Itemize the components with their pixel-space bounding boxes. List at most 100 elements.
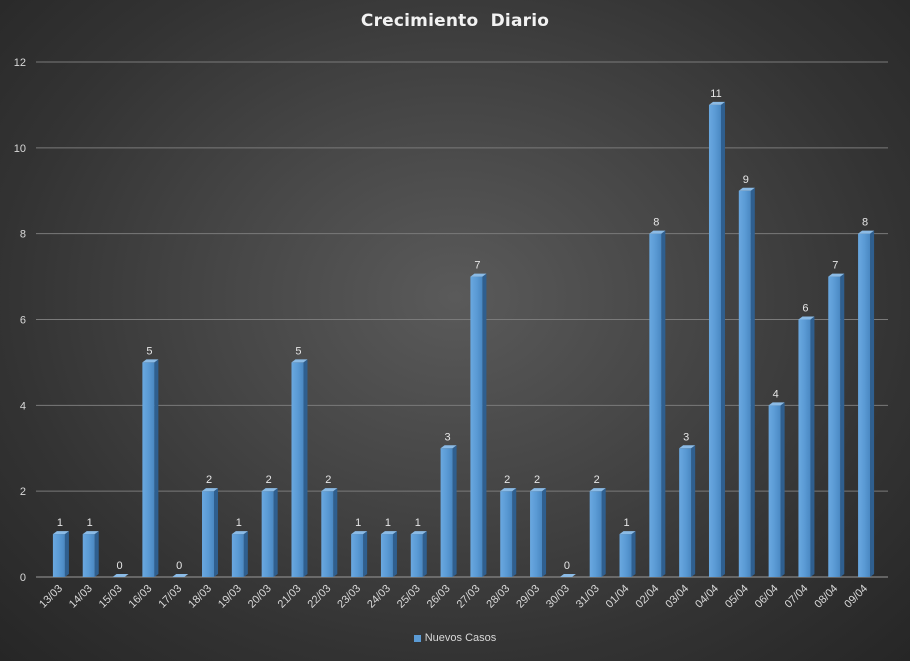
x-tick-label: 23/03 [335,583,363,611]
bar-front [82,534,95,577]
bar-front [351,534,364,577]
bar-top [768,402,785,406]
x-tick-label: 07/04 [783,583,811,611]
bar-front [649,233,662,577]
x-tick-label: 15/03 [97,583,125,611]
bar-side [840,273,845,577]
bar-28/03 [500,488,517,577]
data-label: 1 [415,517,421,529]
bar-front [768,405,781,577]
bar-side [691,445,696,577]
bar-front [410,534,423,577]
x-tick-label: 29/03 [514,583,542,611]
bar-top [351,531,368,535]
data-label: 3 [683,431,689,443]
bar-03/04 [679,445,696,577]
x-tick-label: 01/04 [604,583,632,611]
bar-side [452,445,457,577]
data-label: 4 [773,388,779,400]
data-label: 6 [802,303,808,315]
bar-top [410,531,427,535]
bar-top [321,488,338,492]
bar-02/04 [649,230,666,577]
bar-front [738,190,751,577]
bar-front [321,491,334,577]
bar-front [858,233,871,577]
y-tick-label: 12 [14,57,26,69]
bar-front [619,534,632,577]
bar-top [589,488,606,492]
bar-side [363,531,368,577]
x-tick-label: 28/03 [484,583,512,611]
bar-side [422,531,427,577]
x-tick-label: 17/03 [156,583,184,611]
bars [52,101,875,578]
x-tick-label: 20/03 [246,583,274,611]
data-label: 1 [57,517,63,529]
bar-top [291,359,308,363]
bar-side [631,531,636,577]
bar-side [810,316,815,577]
bar-top [82,531,99,535]
bar-front [261,491,274,577]
gridlines [36,61,888,578]
bar-22/03 [321,488,338,577]
bar-01/04 [619,531,636,577]
bar-top [470,273,487,277]
bar-07/04 [798,316,815,577]
x-tick-label: 26/03 [425,583,453,611]
bar-front [142,362,155,577]
bar-04/04 [708,101,725,578]
data-label: 8 [862,217,868,229]
bar-top [142,359,159,363]
data-label: 0 [116,560,122,572]
data-label: 5 [295,345,301,357]
x-tick-label: 21/03 [276,583,304,611]
bar-top [649,230,666,234]
bar-front [589,491,602,577]
x-tick-label: 06/04 [753,583,781,611]
bar-side [214,488,219,577]
bar-side [750,187,755,577]
bar-top [112,574,129,577]
bar-side [273,488,278,577]
bar-top [738,187,755,191]
x-tick-label: 24/03 [365,583,393,611]
bar-top [52,531,69,535]
x-tick-label: 08/04 [812,583,840,611]
bar-side [482,273,487,577]
data-label: 1 [236,517,242,529]
x-tick-label: 18/03 [186,583,214,611]
x-tick-label: 13/03 [37,583,65,611]
bar-front [380,534,393,577]
bar-front [530,491,543,577]
bar-31/03 [589,488,606,577]
y-tick-label: 8 [20,229,26,241]
bar-top [858,230,875,234]
y-tick-label: 2 [20,486,26,498]
bar-20/03 [261,488,278,577]
bar-top [261,488,278,492]
data-label: 2 [534,474,540,486]
bar-15/03 [112,574,129,577]
data-label: 1 [87,517,93,529]
bar-30/03 [559,574,576,577]
bar-side [154,359,159,577]
bar-side [64,531,69,577]
bar-top [708,101,725,105]
bar-top [559,574,576,577]
bar-23/03 [351,531,368,577]
bar-front [291,362,304,577]
bar-top [380,531,397,535]
data-label: 1 [355,517,361,529]
bar-top [500,488,517,492]
bar-top [798,316,815,320]
bar-top [440,445,457,449]
bar-05/04 [738,187,755,577]
bar-side [661,230,666,577]
x-tick-label: 02/04 [634,583,662,611]
bar-side [601,488,606,577]
y-tick-label: 0 [20,572,26,584]
bar-13/03 [52,531,69,577]
